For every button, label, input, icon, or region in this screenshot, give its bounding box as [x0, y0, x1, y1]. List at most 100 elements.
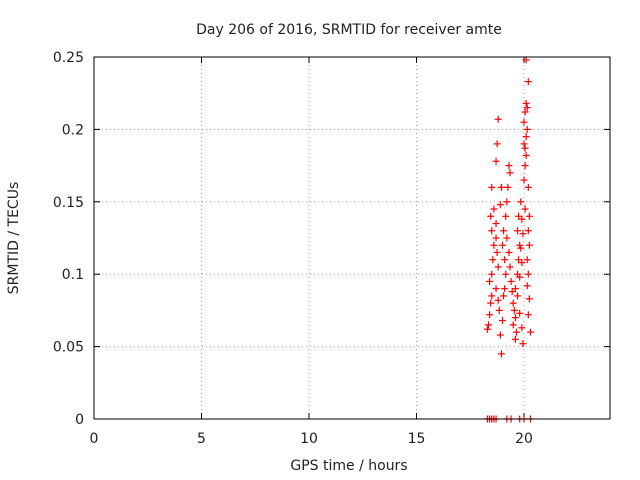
- data-point: [496, 201, 504, 209]
- data-point: [503, 234, 511, 242]
- data-point: [495, 306, 503, 314]
- data-point: [521, 205, 529, 213]
- data-point: [502, 270, 510, 278]
- data-point: [486, 311, 494, 319]
- x-tick-label: 10: [300, 431, 318, 447]
- data-point: [511, 335, 519, 343]
- data-point: [525, 295, 533, 303]
- data-point: [488, 292, 496, 300]
- data-point: [502, 212, 510, 220]
- data-point: [514, 292, 522, 300]
- x-tick-label: 5: [197, 431, 206, 447]
- chart-title: Day 206 of 2016, SRMTID for receiver amt…: [196, 22, 502, 38]
- data-point: [488, 270, 496, 278]
- data-point: [511, 314, 519, 322]
- data-point: [522, 56, 530, 64]
- y-tick-label: 0.1: [62, 267, 84, 283]
- data-point: [524, 311, 532, 319]
- data-point: [496, 331, 504, 339]
- data-point: [525, 241, 533, 249]
- data-point: [492, 220, 500, 228]
- data-point: [504, 183, 512, 191]
- data-point: [522, 151, 530, 159]
- data-point: [499, 317, 506, 325]
- data-point: [510, 306, 518, 314]
- data-point: [509, 299, 517, 307]
- data-point: [506, 263, 514, 271]
- data-point: [487, 212, 495, 220]
- data-point: [492, 157, 500, 165]
- data-point: [523, 256, 531, 264]
- data-point: [522, 99, 530, 107]
- y-axis-label: SRMTID / TECUs: [6, 182, 22, 295]
- data-point: [518, 324, 526, 332]
- x-axis-label: GPS time / hours: [290, 458, 407, 474]
- data-point: [494, 296, 502, 304]
- data-point: [501, 285, 509, 293]
- data-point: [494, 263, 502, 271]
- data-point: [525, 212, 533, 220]
- data-point: [497, 350, 505, 358]
- data-point: [516, 309, 524, 317]
- data-point: [509, 321, 517, 329]
- x-tick-label: 20: [515, 431, 533, 447]
- y-tick-label: 0.25: [53, 50, 84, 66]
- y-tick-label: 0.05: [53, 340, 84, 356]
- plot-frame: [93, 56, 611, 420]
- data-point: [500, 292, 508, 300]
- data-point: [520, 140, 528, 148]
- y-tick-label: 0: [75, 412, 84, 428]
- data-point: [500, 227, 508, 235]
- data-point: [499, 241, 506, 249]
- data-point: [521, 108, 529, 116]
- x-tick-label: 15: [408, 431, 426, 447]
- data-point: [524, 183, 532, 191]
- data-point: [524, 270, 532, 278]
- data-point: [492, 285, 500, 293]
- data-point: [519, 230, 527, 238]
- data-point: [490, 205, 498, 213]
- data-point: [501, 256, 509, 264]
- data-point: [488, 227, 496, 235]
- data-point: [523, 125, 531, 133]
- data-point: [516, 273, 524, 281]
- data-point: [521, 162, 529, 170]
- data-point: [507, 277, 515, 285]
- y-tick-label: 0.2: [62, 122, 84, 138]
- tick-labels: 0 0.05 0.1 0.15 0.2 0.25 0 5 10 15 20: [53, 50, 533, 447]
- data-point: [523, 282, 531, 290]
- data-point: [523, 104, 531, 112]
- data-points: [483, 56, 534, 423]
- data-point: [524, 78, 532, 86]
- data-point: [492, 234, 500, 242]
- data-point: [483, 325, 491, 333]
- data-point: [487, 299, 495, 307]
- data-point: [488, 183, 496, 191]
- data-point: [490, 241, 498, 249]
- data-point: [505, 248, 513, 256]
- data-point: [522, 133, 530, 141]
- data-point: [517, 244, 525, 252]
- data-point: [520, 176, 528, 184]
- x-tick-label: 0: [90, 431, 99, 447]
- data-point: [512, 328, 520, 336]
- data-point: [503, 198, 511, 206]
- grid: [93, 56, 610, 420]
- data-point: [524, 227, 532, 235]
- data-point: [518, 259, 526, 267]
- data-point: [506, 169, 514, 177]
- data-point: [505, 162, 513, 170]
- data-point: [493, 248, 501, 256]
- data-point: [497, 183, 505, 191]
- data-point: [511, 285, 519, 293]
- data-point: [521, 144, 529, 152]
- data-point: [489, 256, 497, 264]
- data-point: [520, 118, 528, 126]
- data-point: [514, 227, 522, 235]
- data-point: [526, 328, 534, 336]
- data-point: [517, 198, 525, 206]
- data-point: [486, 277, 494, 285]
- data-point: [519, 340, 527, 348]
- data-point: [485, 321, 493, 329]
